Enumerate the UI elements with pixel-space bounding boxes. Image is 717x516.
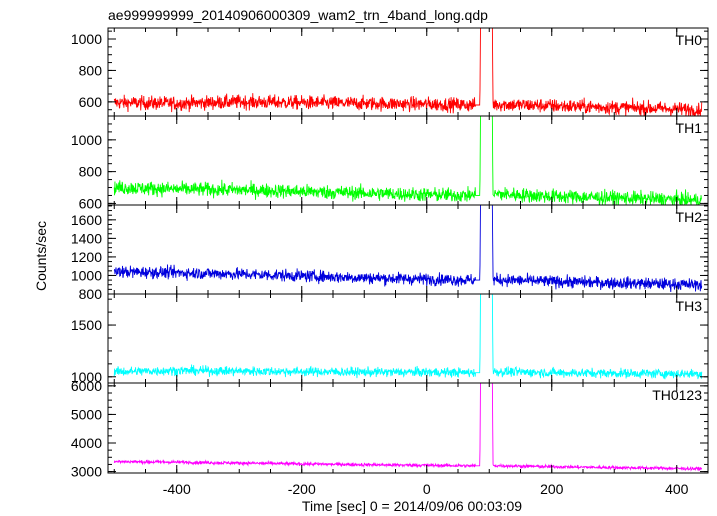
x-tick-label: 400 xyxy=(665,481,689,497)
chart-title: ae999999999_20140906000309_wam2_trn_4ban… xyxy=(108,7,488,23)
y-tick-label: 800 xyxy=(79,164,103,180)
x-tick-label: -200 xyxy=(288,481,316,497)
y-tick-label: 600 xyxy=(79,94,103,110)
panel-frame xyxy=(107,382,709,474)
y-axis-label: Counts/sec xyxy=(33,221,49,291)
x-axis-label: Time [sec] 0 = 2014/09/06 00:03:09 xyxy=(302,498,522,514)
y-tick-label: 1000 xyxy=(71,369,102,385)
y-tick-label: 6000 xyxy=(71,378,102,394)
panel-th0123: 3000 4000 5000 6000 TH0123 xyxy=(71,378,709,480)
panel-th3: 1000 1500 TH3 xyxy=(71,293,709,385)
series-name-th1: TH1 xyxy=(676,120,703,136)
series-line-th1 xyxy=(113,116,702,205)
series-name-th0: TH0 xyxy=(676,32,703,48)
y-tick-label: 1600 xyxy=(71,212,102,228)
y-tick-label: 1400 xyxy=(71,230,102,246)
y-tick-label: 1200 xyxy=(71,249,102,265)
y-tick-label: 1000 xyxy=(71,31,102,47)
y-tick-label: 1000 xyxy=(71,267,102,283)
x-tick-label: 0 xyxy=(423,481,431,497)
y-tick-label: 1500 xyxy=(71,317,102,333)
panel-th1: 600 800 1000 TH1 xyxy=(71,115,709,211)
y-tick-label: 600 xyxy=(79,195,103,211)
series-line-th2 xyxy=(113,205,703,292)
series-line-th3 xyxy=(113,294,703,380)
y-tick-label: 800 xyxy=(79,62,103,78)
panels-group: 600 800 1000 TH0 600 800 1000 TH1 800 1000 1200 140… xyxy=(71,27,709,480)
series-line-th0 xyxy=(113,28,703,116)
series-name-th0123: TH0123 xyxy=(652,387,702,403)
y-tick-label: 1000 xyxy=(71,132,102,148)
series-name-th2: TH2 xyxy=(676,209,703,225)
y-tick-label: 800 xyxy=(79,286,103,302)
panel-frame xyxy=(107,115,709,206)
y-tick-label: 5000 xyxy=(71,406,102,422)
x-axis: -400 -200 0 200 400 xyxy=(163,481,689,497)
x-tick-label: -400 xyxy=(163,481,191,497)
y-tick-label: 3000 xyxy=(71,464,102,480)
series-name-th3: TH3 xyxy=(676,298,703,314)
y-tick-label: 4000 xyxy=(71,435,102,451)
x-tick-label: 200 xyxy=(540,481,564,497)
series-line-th0123 xyxy=(113,383,703,472)
